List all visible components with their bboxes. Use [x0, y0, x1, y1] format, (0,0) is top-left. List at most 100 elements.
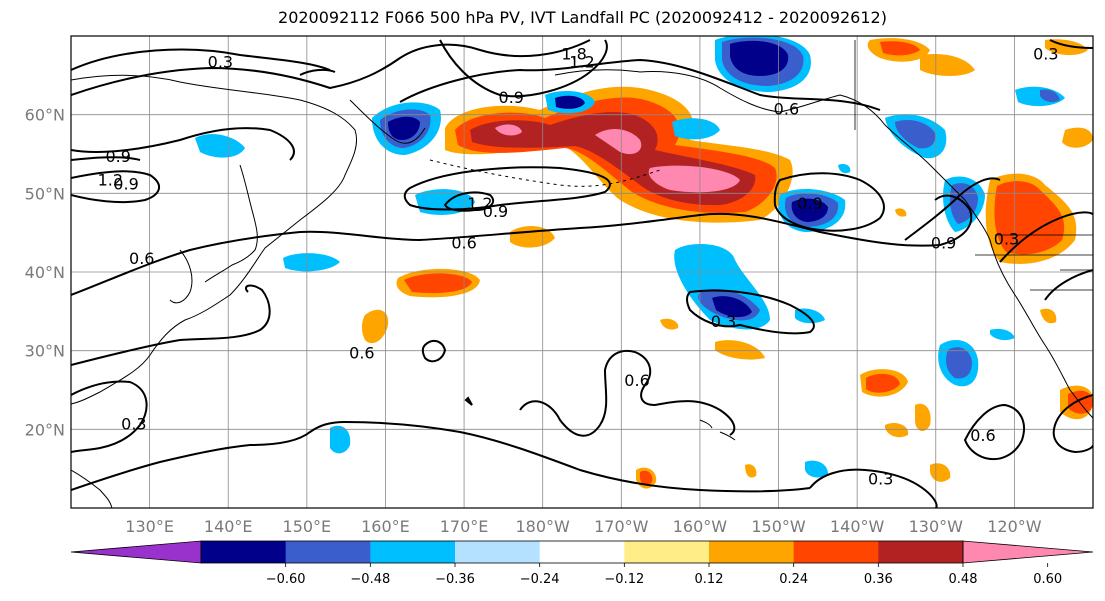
colorbar-segment [539, 541, 625, 563]
contour-label: 0.6 [774, 100, 799, 119]
contour-0.6-north [71, 39, 591, 96]
contour-0.9-ne [904, 177, 1001, 241]
contour-label: 0.9 [931, 233, 956, 252]
colorbar-extend-low [70, 540, 202, 564]
contour-label: 0.3 [994, 230, 1019, 249]
colorbar-tick-label: −0.48 [350, 572, 390, 587]
contour-0.3-se-edge [1052, 394, 1093, 454]
coastline-alaska [554, 69, 991, 241]
contour-loop-4 [443, 191, 495, 212]
colorbar-segment [455, 541, 541, 563]
lon-tick-label: 160°W [673, 517, 728, 536]
lat-tick-label: 60°N [25, 106, 65, 125]
colorbar-tick-label: −0.60 [266, 572, 306, 587]
contour-0.6-main [71, 194, 973, 296]
colorbar-tick-label: 0.60 [1033, 572, 1062, 587]
pv-contours [71, 39, 1093, 508]
contour-small-loop-2 [299, 68, 336, 76]
colorbar-segment [370, 541, 456, 563]
coastline-hawaii [699, 419, 736, 441]
contour-label: 0.9 [797, 194, 822, 213]
contour-0.9-east [773, 172, 885, 232]
contour-label: 0.6 [349, 344, 374, 363]
lat-tick-label: 20°N [25, 420, 65, 439]
colorbar-tick-label: −0.12 [604, 572, 644, 587]
contour-0.3-coast [1044, 269, 1093, 301]
latitude-tick-labels: 60°N 50°N 40°N 30°N 20°N [25, 106, 65, 440]
map-frame [70, 35, 1094, 509]
contour-label: 1.2 [98, 171, 123, 190]
lon-tick-label: 120°W [987, 517, 1042, 536]
contour-label: 0.3 [208, 53, 233, 72]
contour-label: 1.8 [561, 45, 586, 64]
map-title: 2020092112 F066 500 hPa PV, IVT Landfall… [278, 8, 887, 27]
lon-tick-label: 170°W [594, 517, 649, 536]
us-canada-border [854, 40, 1093, 291]
contour-0.6-midpacific [519, 350, 736, 437]
colorbar-tick-label: 0.12 [695, 572, 724, 587]
lon-tick-label: 130°E [125, 517, 174, 536]
lon-tick-label: 150°W [751, 517, 806, 536]
contour-0.9-ring [399, 58, 881, 111]
contour-ridge [439, 39, 608, 98]
contour-label: 0.9 [499, 88, 524, 107]
contour-0.6-south [71, 284, 271, 366]
colorbar-tick-label: −0.24 [520, 572, 560, 587]
contour-0.3-south [71, 380, 148, 453]
colorbar-segment [285, 541, 371, 563]
coastline-kamchatka [349, 99, 426, 144]
coastline-korea [169, 249, 193, 304]
contour-label: 0.9 [113, 174, 138, 193]
contour-label: 0.9 [483, 202, 508, 221]
lat-tick-label: 30°N [25, 342, 65, 361]
colorbar-extend-high [962, 540, 1094, 564]
colorbar-tick-label: −0.36 [435, 572, 475, 587]
contour-0.3-midpacific [686, 289, 815, 335]
colorbar-tick-label: 0.48 [949, 572, 978, 587]
contour-label: 0.3 [121, 414, 146, 433]
contour-small-loop-3 [464, 396, 473, 406]
colorbar-tick-label: 0.24 [779, 572, 808, 587]
coastlines [71, 40, 1093, 508]
contour-0.6-se [963, 403, 1025, 460]
lon-tick-label: 140°E [204, 517, 253, 536]
contour-label: 0.6 [624, 371, 649, 390]
colorbar-segment [624, 541, 710, 563]
longitude-tick-labels: 130°E 140°E 150°E 160°E 170°E 180°W 170°W 160°W… [125, 517, 1041, 536]
contour-label: 0.6 [451, 233, 476, 252]
lat-tick-label: 40°N [25, 263, 65, 282]
contour-loop-3 [403, 166, 611, 211]
colorbar-frame [200, 540, 964, 564]
lon-tick-label: 140°W [830, 517, 885, 536]
lon-tick-label: 170°E [440, 517, 489, 536]
contour-label: 1.2 [467, 194, 492, 213]
coastline-japan [204, 164, 258, 283]
contour-0.3-subtropical [71, 420, 811, 493]
coastline-philippines [71, 469, 113, 508]
contour-label: 0.3 [1033, 45, 1058, 64]
contour-0.3-se [809, 468, 938, 508]
contour-0.6-subarctic [71, 127, 295, 161]
colorbar: −0.60 −0.48 −0.36 −0.24 −0.12 0.12 0.24 0.36 0.4… [70, 540, 1094, 587]
contour-loop-1 [71, 170, 160, 204]
coastline-asia [71, 74, 358, 405]
contour-label: 0.3 [868, 469, 893, 488]
lon-tick-label: 160°E [361, 517, 410, 536]
lon-tick-label: 150°E [283, 517, 332, 536]
coastline-aleutians [429, 159, 661, 187]
contour-labels: 0.3 1.81.20.90.60.91.20.90.91.2 0.90.9 0.30… [98, 45, 1059, 489]
contour-label: 0.6 [970, 426, 995, 445]
contour-0.3-ne [999, 211, 1093, 263]
contour-label: 0.6 [129, 249, 154, 268]
colorbar-segment [878, 541, 964, 563]
colorbar-segment [201, 541, 287, 563]
contour-label: 1.2 [569, 53, 594, 72]
lon-tick-label: 130°W [909, 517, 964, 536]
lon-tick-label: 180°W [516, 517, 571, 536]
contour-label: 0.9 [105, 147, 130, 166]
lat-tick-label: 50°N [25, 184, 65, 203]
coastline-north-america [989, 239, 1093, 419]
colorbar-segment [793, 541, 879, 563]
contour-0.3-north [71, 48, 331, 71]
